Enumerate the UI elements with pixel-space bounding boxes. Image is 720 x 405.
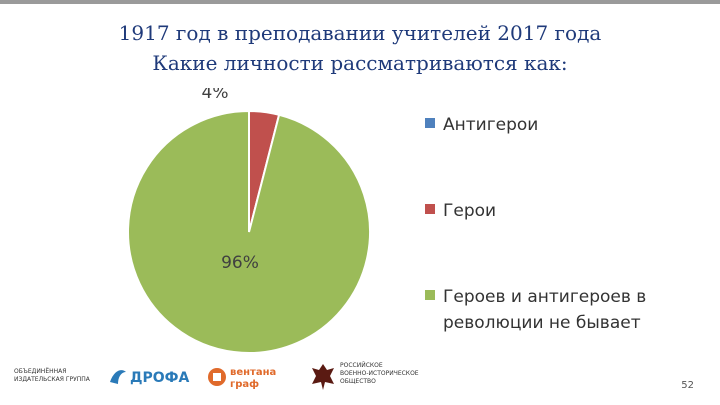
legend-swatch-heroes	[425, 204, 435, 214]
drofa-bird-icon	[110, 370, 126, 384]
footer-logos: ОБЪЕДИНЁННАЯ ИЗДАТЕЛЬСКАЯ ГРУППА ДРОФА в…	[0, 356, 720, 405]
legend-label-antiheroes: Антигерои	[443, 115, 539, 135]
label-heroes: 4%	[202, 88, 229, 103]
legend-swatch-antiheroes	[425, 118, 435, 128]
logo-ventana: вентана	[230, 367, 277, 378]
ventana-icon	[208, 368, 226, 386]
slice-no-heroes	[127, 109, 371, 354]
title-line-2: Какие личности рассматриваются как:	[152, 51, 568, 75]
page-number: 52	[681, 380, 694, 391]
legend-item-heroes: Герои	[425, 198, 693, 224]
legend-label-heroes: Герои	[443, 201, 497, 221]
top-border	[0, 0, 720, 4]
pie-chart: 4% 96%	[127, 88, 371, 354]
slide-title: 1917 год в преподавании учителей 2017 го…	[40, 18, 680, 78]
logo-drofa: ДРОФА	[130, 370, 190, 386]
title-line-1: 1917 год в преподавании учителей 2017 го…	[118, 21, 602, 45]
logo-graf: граф	[230, 379, 260, 390]
legend-label-no-heroes: Героев и антигероев в революции не бывае…	[443, 287, 647, 333]
eagle-emblem-icon	[312, 364, 334, 390]
label-no-heroes: 96%	[221, 253, 259, 273]
logo-united-publishing: ОБЪЕДИНЁННАЯ ИЗДАТЕЛЬСКАЯ ГРУППА	[14, 368, 90, 383]
legend-swatch-no-heroes	[425, 290, 435, 300]
legend-item-no-heroes: Героев и антигероев в революции не бывае…	[425, 284, 693, 336]
logo-military-history-society: РОССИЙСКОЕ ВОЕННО-ИСТОРИЧЕСКОЕ ОБЩЕСТВО	[340, 362, 419, 385]
legend-item-antiheroes: Антигерои	[425, 112, 693, 138]
